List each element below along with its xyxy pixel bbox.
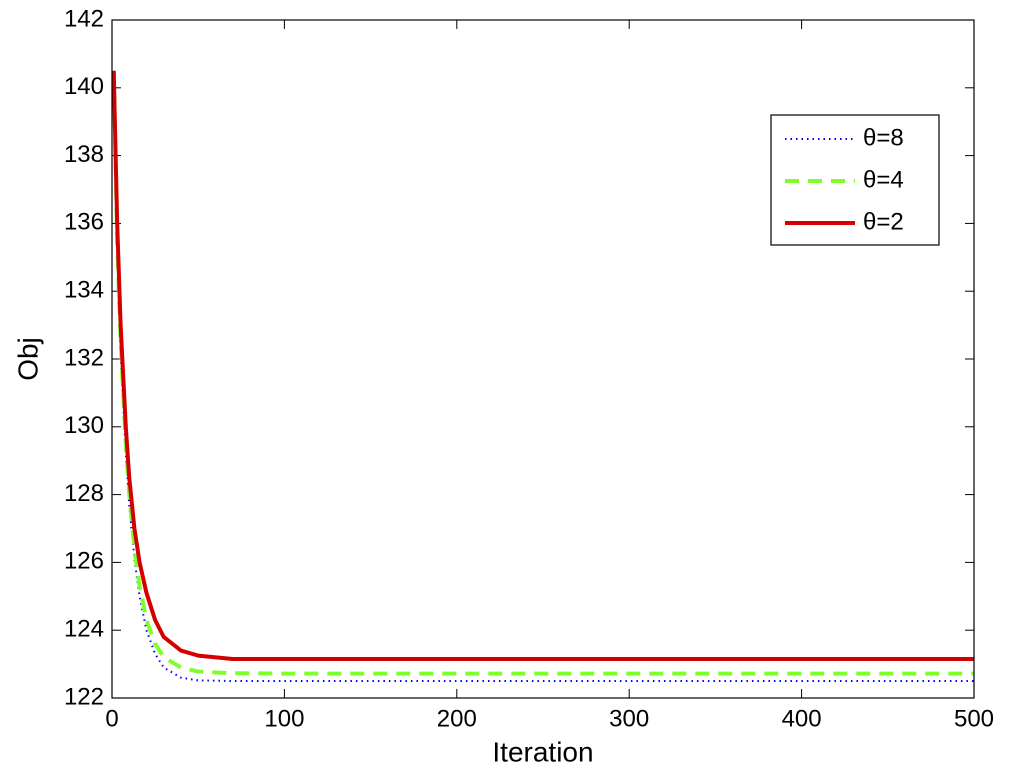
- legend-label: θ=2: [863, 208, 904, 235]
- y-tick-label: 138: [64, 141, 104, 168]
- y-tick-label: 128: [64, 480, 104, 507]
- y-tick-label: 134: [64, 277, 104, 304]
- x-tick-label: 300: [609, 705, 649, 732]
- y-tick-label: 136: [64, 209, 104, 236]
- y-tick-label: 132: [64, 344, 104, 371]
- legend-label: θ=4: [863, 166, 904, 193]
- legend-label: θ=8: [863, 124, 904, 151]
- y-tick-label: 140: [64, 73, 104, 100]
- x-axis-label: Iteration: [492, 736, 593, 767]
- x-tick-label: 100: [264, 705, 304, 732]
- y-axis-label: Obj: [12, 337, 43, 381]
- plot-frame: [111, 19, 975, 699]
- y-tick-label: 130: [64, 412, 104, 439]
- series-line: [112, 70, 974, 683]
- y-tick-label: 126: [64, 548, 104, 575]
- y-tick-label: 142: [64, 5, 104, 32]
- x-tick-label: 500: [954, 705, 994, 732]
- x-tick-label: 200: [437, 705, 477, 732]
- x-tick-label: 400: [782, 705, 822, 732]
- x-tick-label: 0: [105, 705, 118, 732]
- series-line: [111, 70, 974, 662]
- y-tick-label: 122: [64, 683, 104, 710]
- y-tick-label: 124: [64, 616, 104, 643]
